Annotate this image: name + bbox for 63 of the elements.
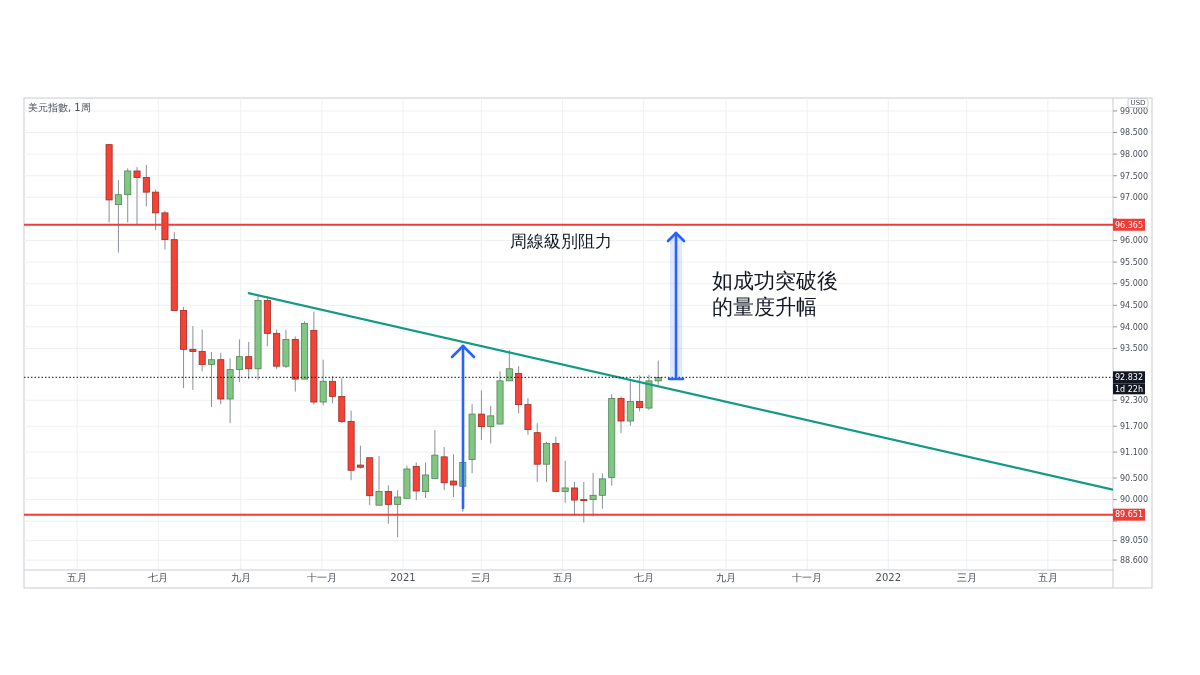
annotation: 的量度升幅 — [712, 295, 817, 319]
x-tick-label: 九月 — [716, 572, 737, 583]
candlestick — [626, 380, 634, 427]
candlestick — [329, 375, 336, 404]
y-tick-label: 88.600 — [1120, 555, 1148, 565]
x-tick-label: 五月 — [552, 572, 573, 583]
candlestick — [356, 445, 364, 470]
x-tick-label: 七月 — [148, 572, 169, 583]
candlestick — [543, 441, 551, 483]
candlestick — [477, 389, 485, 441]
candlestick — [589, 472, 597, 517]
ref-line-label: 89.651 — [1115, 510, 1143, 520]
x-tick-label: 七月 — [633, 572, 654, 583]
x-tick-label: 三月 — [956, 572, 977, 583]
candlestick — [561, 460, 569, 504]
candlestick — [245, 341, 253, 380]
candlestick — [505, 349, 513, 382]
annotation: 周線級別阻力 — [510, 231, 612, 251]
y-tick-label: 95.000 — [1120, 279, 1148, 289]
candlestick — [124, 167, 132, 223]
x-tick-label: 九月 — [230, 572, 251, 583]
y-tick-label: 89.050 — [1120, 536, 1148, 546]
y-tick-label: 98.000 — [1120, 149, 1148, 159]
y-tick-label: 96.000 — [1120, 236, 1148, 246]
y-tick-label: 97.000 — [1120, 193, 1148, 203]
x-tick-label: 五月 — [67, 572, 88, 583]
y-tick-label: 98.500 — [1120, 128, 1148, 138]
text: 1d 22h — [1115, 384, 1143, 394]
y-tick-label: 91.100 — [1120, 447, 1148, 457]
candlestick — [319, 359, 327, 406]
annotation: 如成功突破後 — [712, 269, 838, 293]
x-tick-label: 十一月 — [792, 572, 823, 583]
candlestick — [487, 405, 495, 444]
x-tick-label: 五月 — [1037, 572, 1058, 583]
candlestick — [422, 461, 430, 499]
y-tick-label: 90.000 — [1120, 495, 1148, 505]
y-tick-label: 94.500 — [1120, 301, 1148, 311]
ref-line-label: 96.365 — [1115, 220, 1143, 230]
candlestick — [235, 338, 243, 383]
ref-line-label: 92.832 — [1115, 373, 1143, 383]
y-tick-label: 91.700 — [1120, 422, 1148, 431]
y-tick-label: 97.500 — [1120, 171, 1148, 181]
y-tick-label: 94.000 — [1120, 322, 1148, 332]
y-tick-label: 92.300 — [1120, 396, 1148, 406]
x-tick-label: 三月 — [471, 572, 492, 583]
candlestick — [142, 164, 150, 207]
chart-title: 美元指數, 1周 — [28, 102, 91, 113]
candlestick — [617, 395, 625, 434]
y-tick-label: 93.500 — [1120, 344, 1148, 354]
candlestick — [375, 455, 383, 506]
y-tick-label: 90.500 — [1120, 473, 1148, 483]
candlestick — [636, 374, 644, 413]
x-tick-label: 2022 — [875, 572, 902, 583]
candlestick — [654, 360, 662, 386]
candlestick — [450, 453, 457, 498]
candlestick — [114, 179, 122, 254]
candlestick — [208, 351, 215, 408]
y-tick-label: 95.500 — [1120, 257, 1148, 267]
x-tick-label: 十一月 — [306, 572, 337, 583]
candlestick — [598, 472, 606, 510]
candlestick — [394, 489, 402, 538]
candlestick — [431, 429, 439, 479]
x-tick-label: 2021 — [390, 572, 416, 583]
